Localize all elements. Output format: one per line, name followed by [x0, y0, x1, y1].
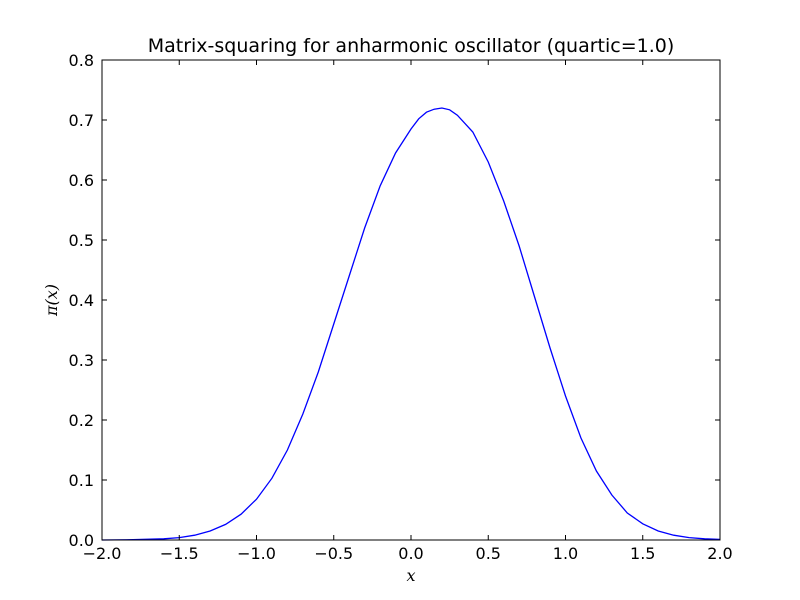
y-tick-label: 0.0 [69, 531, 94, 550]
plot-area [101, 59, 721, 541]
x-tick-label: −1.5 [160, 544, 199, 563]
x-axis-label: x [406, 566, 415, 585]
x-tick-label: 0.0 [398, 544, 423, 563]
y-tick-label: 0.3 [69, 351, 94, 370]
y-tick-label: 0.1 [69, 471, 94, 490]
y-tick-label: 0.8 [69, 51, 94, 70]
x-tick-label: 2.0 [707, 544, 732, 563]
y-tick-label: 0.6 [69, 171, 94, 190]
chart-title: Matrix-squaring for anharmonic oscillato… [148, 35, 675, 57]
y-tick-label: 0.5 [69, 231, 94, 250]
x-tick-label: −0.5 [314, 544, 353, 563]
axes-frame [101, 59, 721, 541]
y-tick-label: 0.4 [69, 291, 94, 310]
x-tick-label: 0.5 [476, 544, 501, 563]
x-tick-label: −1.0 [237, 544, 276, 563]
x-tick-label: −2.0 [83, 544, 122, 563]
y-tick-label: 0.7 [69, 111, 94, 130]
x-tick-label: 1.5 [630, 544, 655, 563]
y-axis-label: π(x) [42, 284, 61, 317]
x-axis: −2.0 −1.5 −1.0 −0.5 0.0 0.5 1.0 1.5 2.0 [83, 60, 733, 563]
x-tick-label: 1.0 [553, 544, 578, 563]
y-tick-label: 0.2 [69, 411, 94, 430]
series-line [101, 107, 721, 541]
y-axis: 0.0 0.1 0.2 0.3 0.4 0.5 0.6 0.7 0.8 [69, 51, 720, 550]
